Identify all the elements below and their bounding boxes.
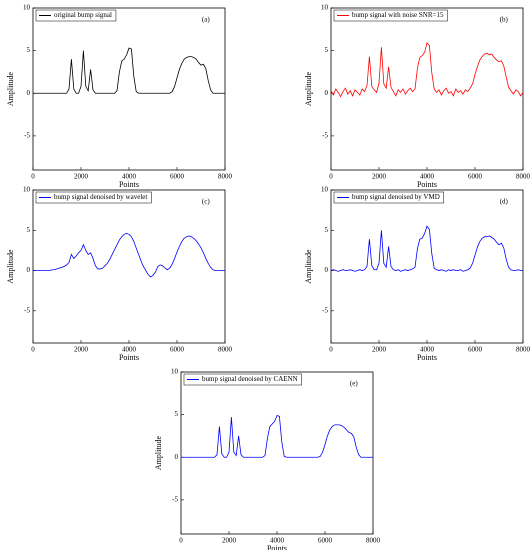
x-tick-label: 8000 [218,173,233,181]
x-tick-label: 6000 [468,173,483,181]
x-tick-label: 4000 [122,173,137,181]
x-tick-label: 0 [329,173,333,181]
legend-frame [35,191,152,204]
x-tick-label: 4000 [420,173,435,181]
x-tick-label: 8000 [218,346,233,354]
x-axis-label: Points [119,353,139,362]
x-tick-label: 4000 [420,346,435,354]
y-tick-label: 10 [171,368,179,376]
y-tick-label: -5 [322,306,328,314]
x-axis-label: Points [119,180,139,189]
legend: bump signal with noise SNR=15 [333,9,448,22]
legend-label: bump signal with noise SNR=15 [352,11,444,19]
x-tick-label: 2000 [74,173,89,181]
y-tick-label: 0 [27,89,31,97]
x-tick-label: 8000 [366,537,381,545]
signal-line [330,42,524,98]
x-tick-label: 2000 [372,173,387,181]
y-axis-label: Amplitude [6,71,15,106]
x-tick-label: 0 [31,346,35,354]
y-tick-label: 10 [321,186,329,194]
x-tick-label: 6000 [170,346,185,354]
y-tick-label: -5 [24,132,30,140]
legend-frame [35,9,117,22]
legend: bump signal denoised by CAENN [183,373,302,386]
panel-label: (a) [202,16,210,24]
y-tick-label: 10 [321,4,329,12]
x-tick-label: 0 [179,537,183,545]
x-tick-label: 8000 [516,346,531,354]
legend: original bump signal [35,9,117,22]
signal-line [330,225,523,272]
legend-frame [183,373,302,386]
y-tick-label: 0 [27,266,31,274]
y-axis-label: Amplitude [6,249,15,284]
y-axis-label: Amplitude [304,71,313,106]
y-tick-label: 0 [325,266,329,274]
plot-frame [32,7,226,171]
y-tick-label: -5 [172,496,178,504]
x-tick-label: 0 [31,173,35,181]
plot-frame [330,189,524,344]
legend-label: bump signal denoised by wavelet [54,193,147,201]
plot-frame [330,7,524,171]
y-axis-label: Amplitude [154,435,163,470]
signal-line [181,414,373,458]
panel: -5 0 5 10 0 2000 4000 6000 8000 Points Amplitude (a… [6,4,233,189]
signal-line [33,233,225,278]
plot-frame [32,189,226,344]
legend-label: bump signal denoised by VMD [352,193,440,201]
y-tick-label: 10 [23,4,31,12]
y-tick-label: 0 [175,453,179,461]
legend: bump signal denoised by VMD [333,191,445,204]
panel-label: (e) [350,380,358,388]
legend-frame [333,191,445,204]
signal-line [33,47,225,94]
panel-label: (b) [500,16,509,24]
y-tick-label: 5 [325,46,329,54]
legend-frame [333,9,448,22]
x-tick-label: 8000 [516,173,531,181]
x-tick-label: 2000 [222,537,237,545]
y-tick-label: 5 [325,226,329,234]
y-tick-label: -5 [322,132,328,140]
panel-label: (c) [202,198,210,206]
y-tick-label: -5 [24,306,30,314]
x-tick-label: 2000 [74,346,89,354]
panel: -5 0 5 10 0 2000 4000 6000 8000 Points Amplitude (e… [154,368,381,550]
x-tick-label: 4000 [122,346,137,354]
panel: -5 0 5 10 0 2000 4000 6000 8000 Points Amplitude (d… [304,186,531,362]
plot-frame [180,371,374,535]
x-tick-label: 6000 [170,173,185,181]
x-tick-label: 6000 [318,537,333,545]
x-axis-label: Points [267,544,287,550]
y-tick-label: 10 [23,186,31,194]
y-tick-label: 5 [175,410,179,418]
y-axis-label: Amplitude [304,249,313,284]
x-axis-label: Points [417,180,437,189]
x-tick-label: 6000 [468,346,483,354]
panel-label: (d) [500,198,509,206]
x-tick-label: 0 [329,346,333,354]
x-tick-label: 2000 [372,346,387,354]
panel: -5 0 5 10 0 2000 4000 6000 8000 Points Amplitude (b… [304,4,531,189]
y-tick-label: 0 [325,89,329,97]
legend-label: original bump signal [54,11,112,19]
y-tick-label: 5 [27,226,31,234]
x-tick-label: 4000 [270,537,285,545]
x-axis-label: Points [417,353,437,362]
legend: bump signal denoised by wavelet [35,191,152,204]
y-tick-label: 5 [27,46,31,54]
panel: -5 0 5 10 0 2000 4000 6000 8000 Points Amplitude (c… [6,186,233,362]
legend-label: bump signal denoised by CAENN [202,375,298,383]
